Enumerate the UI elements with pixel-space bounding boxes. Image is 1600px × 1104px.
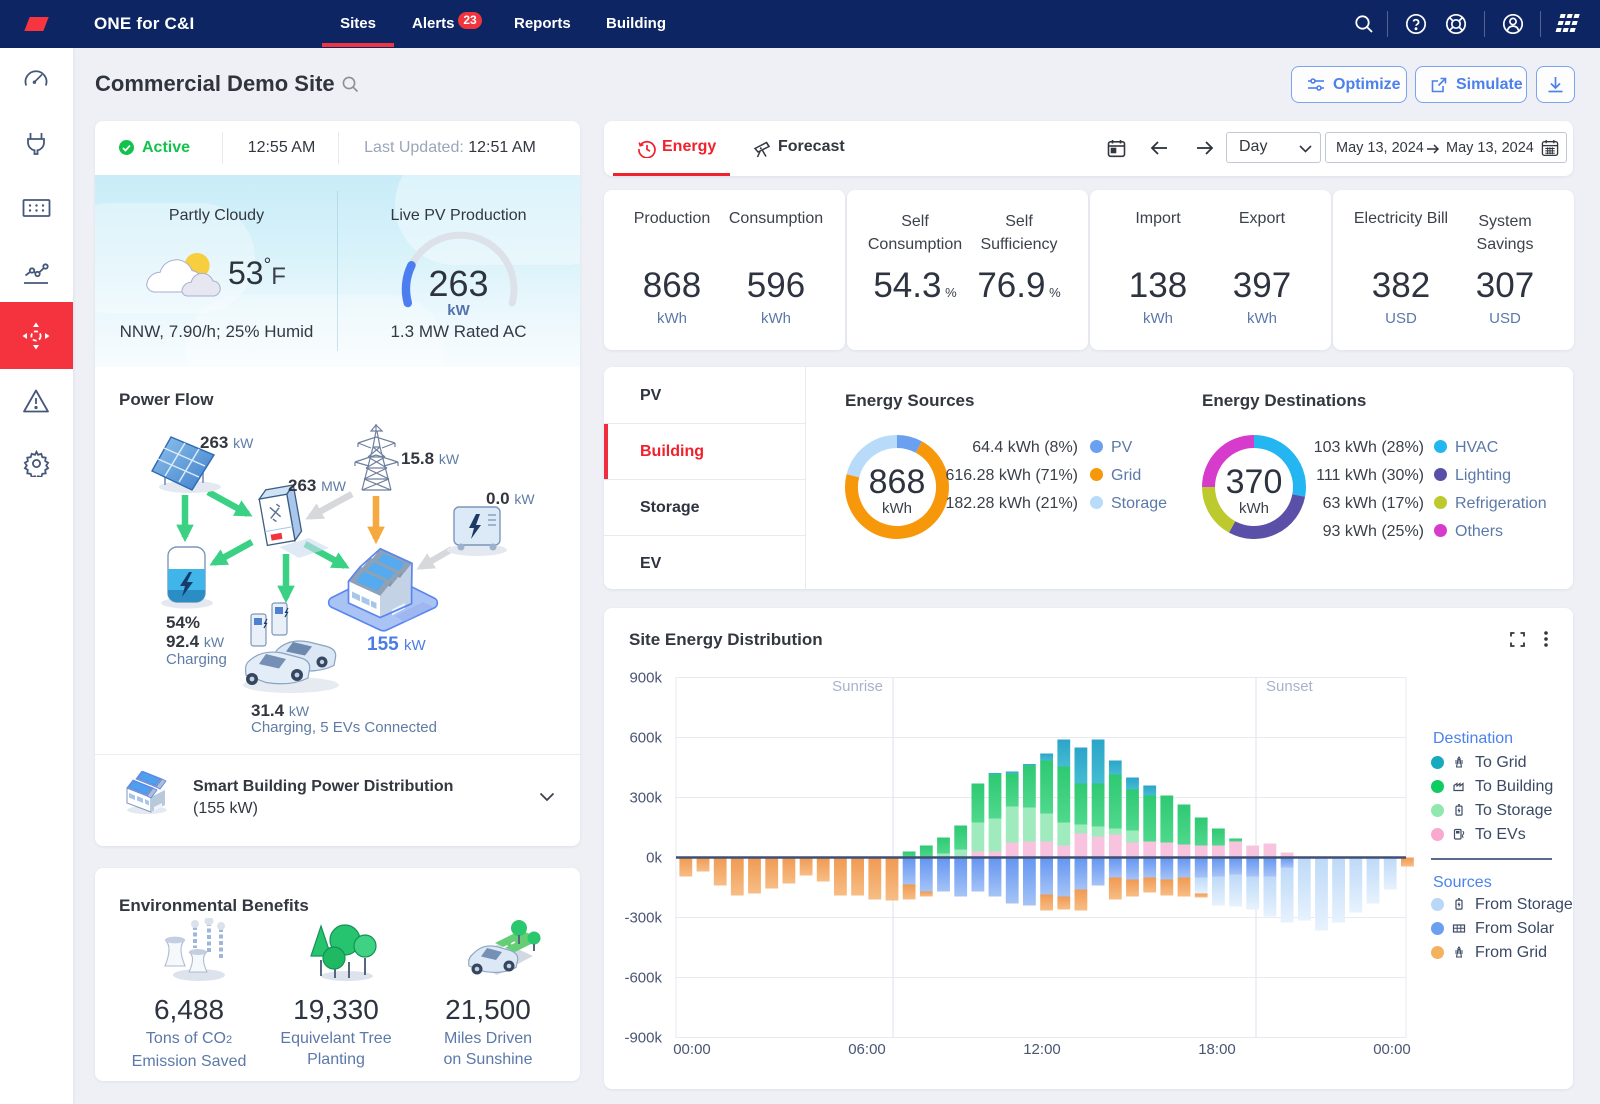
svg-text:Sunrise: Sunrise [832,678,883,695]
svg-text:00:00: 00:00 [673,1041,711,1058]
svg-text:Sunset: Sunset [1266,678,1314,695]
svg-text:-300k: -300k [624,910,662,927]
svg-text:900k: 900k [629,670,662,687]
svg-text:-900k: -900k [624,1030,662,1047]
svg-text:300k: 300k [629,790,662,807]
svg-text:06:00: 06:00 [848,1041,886,1058]
svg-text:00:00: 00:00 [1373,1041,1411,1058]
svg-text:600k: 600k [629,730,662,747]
svg-text:12:00: 12:00 [1023,1041,1061,1058]
svg-text:18:00: 18:00 [1198,1041,1236,1058]
svg-text:-600k: -600k [624,970,662,987]
svg-text:0k: 0k [646,850,662,867]
